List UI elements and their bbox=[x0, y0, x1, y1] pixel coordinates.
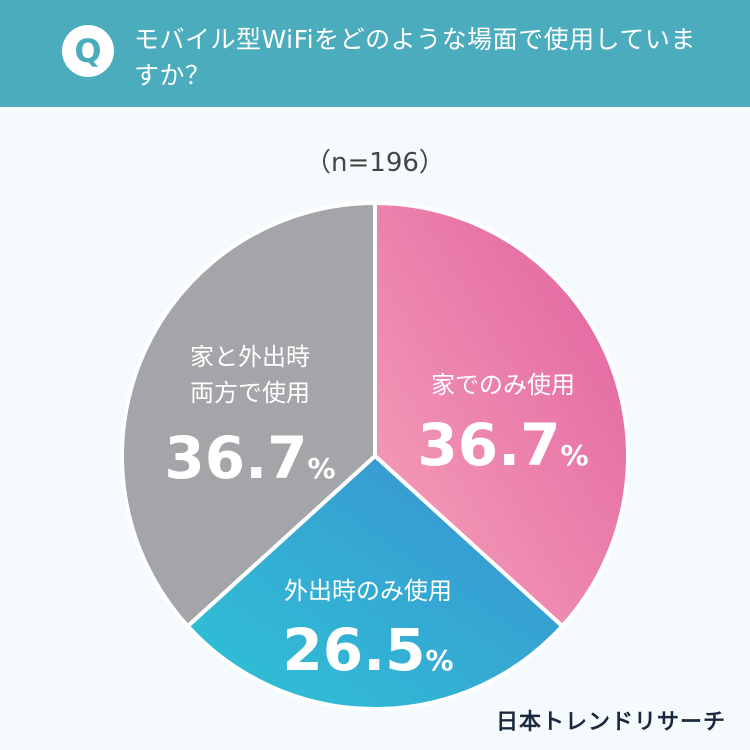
slice-label: 家と外出時 bbox=[190, 343, 310, 371]
slice-value-label: 36.7% bbox=[417, 411, 588, 479]
pie-slice-home-only bbox=[373, 201, 630, 629]
question-header: Q モバイル型WiFiをどのような場面で使用していますか？ bbox=[0, 0, 750, 107]
brand-logo: 日本トレンドリサーチ bbox=[495, 710, 726, 735]
pie-slice-both bbox=[120, 201, 377, 629]
slice-value-label: 26.5% bbox=[282, 616, 453, 684]
slice-value-label: 36.7% bbox=[164, 424, 335, 492]
slice-label: 両方で使用 bbox=[190, 379, 310, 407]
pie-slice-outside-only bbox=[185, 454, 565, 711]
question-badge: Q bbox=[62, 25, 114, 77]
slice-label: 家でのみ使用 bbox=[431, 371, 575, 399]
sample-size: （n=196） bbox=[305, 148, 445, 178]
question-text: モバイル型WiFiをどのような場面で使用していますか？ bbox=[134, 25, 696, 90]
slice-label: 外出時のみ使用 bbox=[284, 577, 452, 605]
